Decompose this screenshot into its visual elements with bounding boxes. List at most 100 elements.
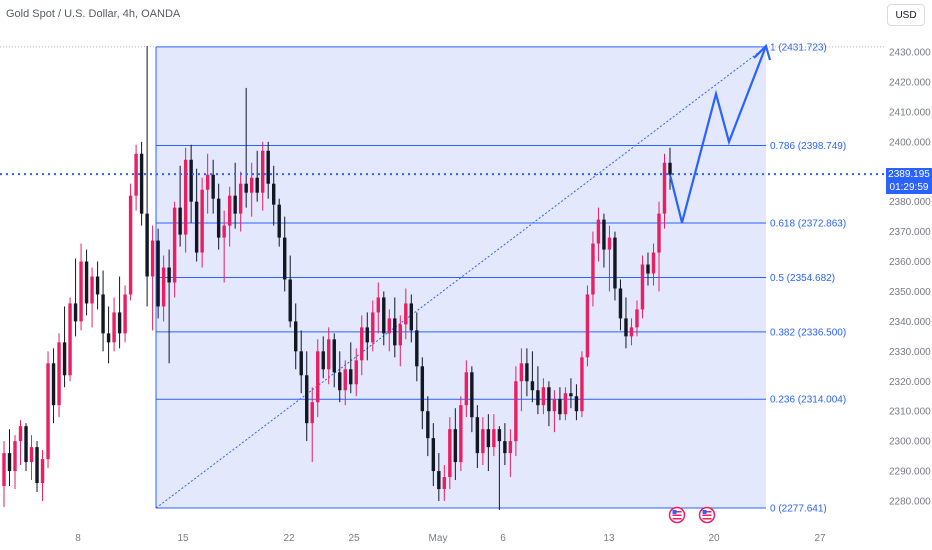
candle-body — [382, 297, 386, 334]
candle-body — [172, 207, 177, 283]
candle-body — [393, 318, 397, 346]
candle-body — [123, 294, 127, 334]
candle-body — [216, 198, 221, 238]
candle-body — [316, 351, 320, 403]
candle-body — [106, 333, 111, 343]
candle-body — [29, 447, 34, 463]
candle-body — [415, 330, 419, 367]
fibonacci-trend-line[interactable] — [155, 46, 767, 509]
us-event-flag-icon[interactable] — [698, 506, 716, 524]
fib-level-label: 0.786 (2398.749) — [770, 141, 846, 152]
candle-body — [156, 240, 160, 307]
candle-body — [459, 405, 463, 463]
time-tick-label: 6 — [500, 533, 506, 544]
price-tick-label: 2370.000 — [889, 227, 931, 238]
candle-body — [332, 339, 336, 373]
candle-body — [167, 267, 171, 283]
candle-body — [189, 159, 193, 202]
candle-body — [541, 387, 546, 406]
candle-body — [205, 174, 210, 190]
candle-body — [338, 372, 342, 391]
candle-body — [233, 195, 237, 214]
time-tick-label: 8 — [75, 533, 81, 544]
candle-body — [310, 402, 314, 424]
fib-level-label: 1 (2431.723) — [770, 42, 827, 53]
time-tick-label: 27 — [814, 533, 826, 544]
candle-body — [602, 219, 606, 250]
candle-body — [470, 372, 474, 418]
candle-body — [497, 429, 502, 442]
candle-body — [260, 150, 265, 193]
candle-body — [249, 177, 254, 193]
time-axis[interactable]: 8 15 22 25 May 6 13 20 27 — [75, 533, 826, 544]
candle-body — [431, 438, 436, 472]
candle-body — [150, 240, 155, 277]
price-tick-label: 2290.000 — [889, 467, 931, 478]
us-event-flag-icon[interactable] — [668, 506, 686, 524]
projection-path[interactable] — [668, 45, 768, 223]
time-tick-label: 15 — [177, 533, 189, 544]
candle-body — [327, 339, 331, 370]
fib-level-label: 0.236 (2314.004) — [770, 395, 846, 406]
candle-body — [607, 237, 612, 250]
candle-body — [266, 150, 270, 184]
candle-body — [376, 297, 380, 313]
fib-level-label: 0.5 (2354.682) — [770, 273, 835, 284]
candle-body — [277, 204, 281, 238]
candle-body — [283, 237, 287, 280]
fibonacci-retracement-tool[interactable]: 1 (2431.723) 0.786 (2398.749) 0.618 (2372.… — [0, 42, 884, 515]
price-tick-label: 2430.000 — [889, 48, 931, 59]
candle-body — [321, 351, 325, 370]
price-tick-label: 2300.000 — [889, 437, 931, 448]
candle-body — [101, 294, 105, 334]
candle-body — [145, 213, 149, 277]
fib-level-label: 0.618 (2372.863) — [770, 219, 846, 230]
candle-body — [426, 411, 430, 439]
currency-button[interactable]: USD — [887, 4, 925, 26]
current-price-tag: 2389.195 01:29:59 — [886, 168, 932, 194]
candle-body — [194, 201, 199, 253]
candle-body — [112, 312, 116, 343]
candle-body — [536, 390, 540, 406]
candle-body — [365, 327, 369, 343]
candle-body — [35, 447, 39, 484]
candle-body — [90, 276, 94, 304]
candle-body — [651, 252, 656, 274]
price-tick-label: 2340.000 — [889, 317, 931, 328]
candle-body — [503, 441, 507, 454]
candle-body — [563, 393, 568, 415]
candle-body — [79, 261, 83, 322]
time-tick-label: 25 — [348, 533, 360, 544]
candle-body — [255, 177, 259, 193]
time-tick-label: 13 — [603, 533, 615, 544]
candle-body — [640, 264, 645, 310]
candle-body — [57, 342, 61, 406]
candle-body — [398, 324, 403, 346]
candle-body — [437, 471, 441, 490]
candle-body — [294, 321, 298, 352]
candle-body — [574, 396, 579, 412]
price-axis[interactable]: 2280.000 2290.000 2300.000 2310.000 2320.000… — [889, 48, 931, 508]
price-tick-label: 2310.000 — [889, 407, 931, 418]
candle-body — [200, 189, 204, 253]
candle-body — [62, 342, 67, 376]
price-tick-label: 2400.000 — [889, 137, 931, 148]
economic-events[interactable] — [668, 43, 772, 524]
candle-body — [530, 381, 535, 391]
candle-body — [552, 399, 557, 412]
candle-body — [657, 213, 661, 253]
price-tick-label: 2280.000 — [889, 497, 931, 508]
candle-body — [227, 195, 232, 226]
fib-level-label: 0.382 (2336.500) — [770, 327, 846, 338]
candle-body — [84, 261, 89, 304]
candle-body — [558, 399, 562, 415]
candle-body — [95, 276, 100, 295]
candle-body — [547, 387, 551, 412]
symbol-title: Gold Spot / U.S. Dollar, 4h, OANDA — [6, 8, 181, 20]
candle-body — [525, 363, 529, 382]
candle-body — [464, 372, 469, 406]
candle-body — [305, 375, 309, 424]
candle-body — [343, 369, 347, 391]
price-tick-label: 2350.000 — [889, 287, 931, 298]
